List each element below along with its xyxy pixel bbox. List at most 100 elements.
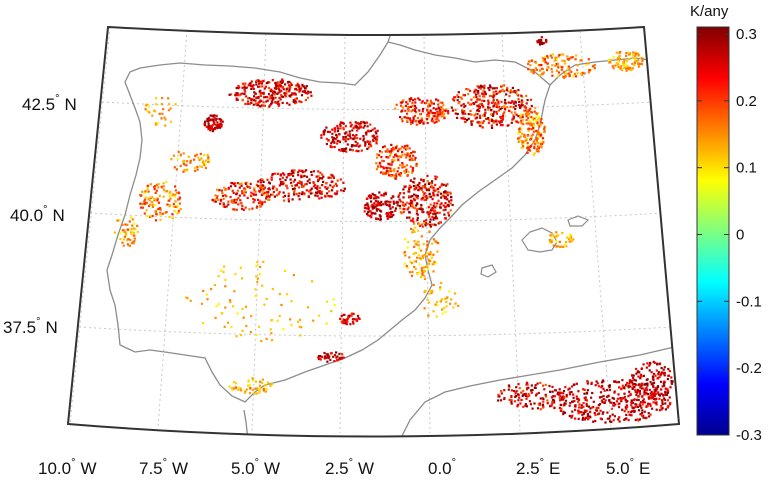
trend-pixel	[355, 134, 358, 137]
trend-pixel	[141, 206, 145, 209]
trend-pixel	[303, 85, 306, 88]
trend-pixel	[435, 120, 438, 123]
trend-pixel	[506, 124, 509, 127]
trend-pixel	[551, 235, 554, 238]
trend-pixel	[529, 107, 532, 110]
trend-pixel	[426, 223, 429, 226]
trend-pixel	[520, 391, 523, 394]
trend-pixel	[433, 194, 436, 197]
trend-pixel	[309, 91, 312, 94]
trend-pixel	[300, 100, 303, 104]
trend-pixel	[334, 182, 337, 185]
trend-pixel	[424, 198, 428, 201]
trend-pixel	[173, 210, 177, 213]
trend-pixel	[377, 196, 380, 199]
trend-pixel	[520, 139, 523, 143]
trend-pixel	[379, 215, 382, 218]
trend-pixel	[566, 67, 569, 70]
trend-pixel	[215, 117, 218, 120]
trend-pixel	[507, 101, 510, 104]
trend-pixel	[670, 382, 673, 385]
trend-pixel	[371, 203, 374, 206]
trend-pixel	[353, 144, 356, 147]
trend-pixel	[490, 124, 493, 127]
trend-pixel	[126, 239, 129, 242]
trend-pixel	[664, 391, 667, 394]
trend-pixel	[445, 300, 448, 304]
trend-pixel	[434, 213, 437, 216]
trend-pixel	[224, 306, 227, 309]
trend-pixel	[434, 240, 437, 243]
trend-pixel	[565, 395, 568, 398]
trend-pixel	[317, 170, 320, 173]
trend-pixel	[524, 403, 527, 406]
trend-pixel	[281, 176, 284, 179]
trend-pixel	[613, 415, 616, 418]
trend-pixel	[538, 116, 541, 119]
trend-pixel	[582, 405, 585, 408]
trend-pixel	[408, 97, 411, 101]
trend-pixel	[623, 392, 626, 395]
trend-pixel	[522, 142, 525, 145]
trend-pixel	[189, 299, 192, 302]
trend-pixel	[341, 148, 344, 151]
trend-pixel	[295, 84, 298, 87]
trend-pixel	[597, 406, 600, 410]
trend-pixel	[653, 372, 656, 376]
trend-pixel	[397, 167, 400, 170]
trend-pixel	[130, 227, 133, 230]
trend-pixel	[368, 194, 371, 197]
trend-pixel	[423, 307, 426, 310]
trend-pixel	[542, 406, 545, 409]
trend-pixel	[211, 198, 214, 201]
trend-pixel	[429, 259, 432, 262]
trend-pixel	[577, 412, 580, 415]
trend-pixel	[294, 100, 297, 103]
trend-pixel	[582, 411, 586, 414]
trend-pixel	[259, 185, 262, 188]
trend-pixel	[265, 193, 268, 196]
trend-pixel	[657, 391, 660, 394]
trend-pixel	[289, 318, 292, 321]
trend-pixel	[416, 216, 419, 219]
trend-pixel	[386, 213, 389, 216]
trend-pixel	[207, 127, 210, 131]
trend-pixel	[539, 133, 543, 136]
trend-pixel	[642, 398, 645, 401]
trend-pixel	[243, 391, 247, 394]
trend-pixel	[431, 198, 434, 201]
trend-pixel	[629, 380, 632, 383]
trend-pixel	[527, 386, 530, 389]
trend-pixel	[265, 100, 268, 103]
trend-pixel	[385, 212, 388, 215]
trend-pixel	[262, 186, 265, 189]
trend-pixel	[581, 416, 585, 419]
trend-pixel	[479, 121, 482, 124]
trend-pixel	[648, 415, 651, 418]
trend-pixel	[292, 174, 295, 177]
trend-pixel	[537, 39, 541, 42]
trend-pixel	[344, 125, 347, 128]
trend-pixel	[319, 177, 322, 180]
trend-pixel	[161, 112, 164, 115]
trend-pixel	[254, 387, 257, 390]
trend-pixel	[413, 104, 417, 107]
trend-pixel	[524, 139, 527, 142]
trend-pixel	[624, 406, 627, 409]
trend-pixel	[535, 137, 538, 140]
trend-pixel	[497, 395, 500, 398]
trend-pixel	[655, 388, 658, 391]
trend-pixel	[636, 371, 639, 374]
trend-pixel	[166, 203, 169, 206]
trend-pixel	[609, 420, 612, 423]
trend-pixel	[214, 119, 217, 122]
trend-pixel	[146, 187, 149, 191]
trend-pixel	[393, 159, 396, 162]
trend-pixel	[367, 207, 370, 211]
trend-pixel	[420, 208, 423, 211]
colorbar-ticks: 0.30.20.10-0.1-0.2-0.3	[697, 26, 762, 444]
trend-pixel	[658, 397, 661, 400]
trend-pixel	[575, 395, 578, 398]
trend-pixel	[433, 262, 436, 265]
trend-pixel	[627, 384, 630, 387]
